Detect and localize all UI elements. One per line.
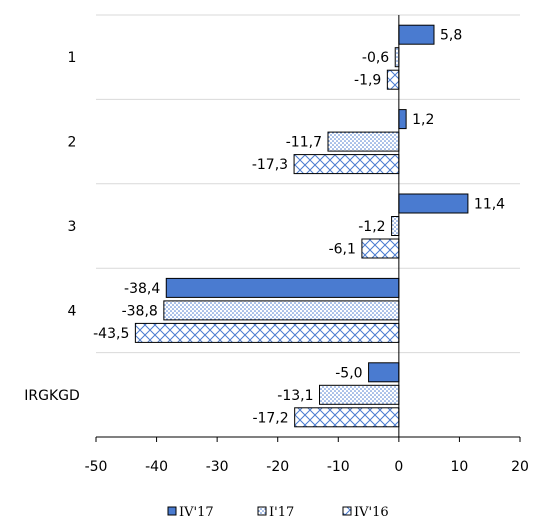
x-tick-label: 20 <box>511 459 529 475</box>
legend: IV'17 I'17 IV'16 <box>167 505 389 519</box>
data-label: -38,4 <box>124 281 160 297</box>
x-tick-label: -30 <box>206 459 229 475</box>
bar-dots-0 <box>394 47 400 68</box>
legend-swatch-solid <box>167 506 177 516</box>
data-label: -11,7 <box>286 135 322 151</box>
x-tick-label: -10 <box>327 459 350 475</box>
legend-swatch-crosshatch <box>342 506 352 516</box>
bar-solid-4 <box>368 362 400 383</box>
bar-solid-3 <box>165 277 400 298</box>
data-label: -6,1 <box>329 242 356 258</box>
data-label: 5,8 <box>440 28 462 44</box>
bar-solid-0 <box>398 24 435 45</box>
category-label: 2 <box>68 135 77 151</box>
data-label: -1,9 <box>354 73 381 89</box>
x-tick-label: -40 <box>145 459 168 475</box>
x-tick-label: -20 <box>266 459 289 475</box>
data-label: 11,4 <box>474 197 505 213</box>
bar-crosshatch-4 <box>294 407 400 428</box>
bars-layer <box>134 24 469 428</box>
legend-label: IV'16 <box>354 505 389 519</box>
legend-label: IV'17 <box>179 505 214 519</box>
data-label: -13,1 <box>277 388 313 404</box>
data-label: -17,3 <box>252 157 288 173</box>
bar-dots-4 <box>319 384 400 405</box>
legend-swatch-dots <box>257 506 267 516</box>
category-label: 4 <box>68 303 77 319</box>
data-label: -1,2 <box>358 219 385 235</box>
x-tick-label: 0 <box>394 459 403 475</box>
bar-dots-2 <box>391 216 400 236</box>
labels-layer: 5,8 -0,6 -1,9 1,2 -11,7 -17,3 11,4 -1,2-6,1 -38,… <box>93 28 505 427</box>
data-label: -43,5 <box>93 326 129 342</box>
category-label: 1 <box>68 50 77 66</box>
bar-crosshatch-1 <box>293 154 400 175</box>
x-tick-label: 10 <box>451 459 469 475</box>
axis-layer: 1 2 3 4 IRGKGD -50 -40 -30 -20 -10 0 10 20 <box>24 15 529 475</box>
data-label: -0,6 <box>362 50 389 66</box>
grid-layer <box>96 14 520 438</box>
bar-dots-1 <box>327 131 400 152</box>
category-label: IRGKGD <box>24 388 80 404</box>
data-label: -17,2 <box>252 410 288 426</box>
bar-solid-1 <box>398 109 407 130</box>
bar-dots-3 <box>163 300 400 321</box>
x-tick-label: -50 <box>85 459 108 475</box>
bar-crosshatch-2 <box>361 238 400 259</box>
data-label: -38,8 <box>122 303 158 319</box>
legend-label: I'17 <box>269 505 294 519</box>
data-label: -5,0 <box>335 365 362 381</box>
bar-crosshatch-3 <box>134 322 400 343</box>
data-label: 1,2 <box>412 112 434 128</box>
bar-crosshatch-0 <box>386 69 400 90</box>
category-label: 3 <box>68 219 77 235</box>
bar-solid-2 <box>398 193 469 214</box>
